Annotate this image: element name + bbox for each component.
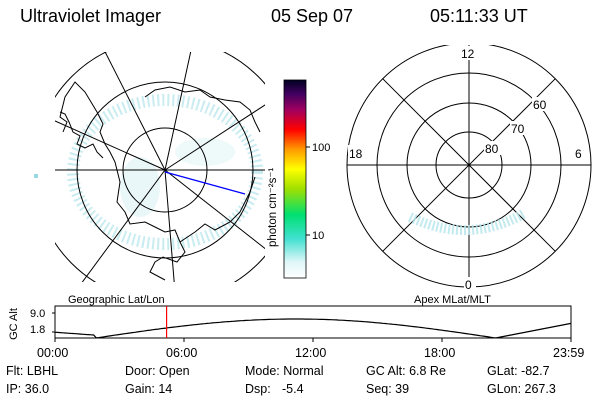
- mlt-label-12: 12: [461, 47, 475, 61]
- coastline: [144, 86, 261, 133]
- gc-alt-info: GC Alt: 6.8 Re: [366, 364, 446, 378]
- x-tick-1: 06:00: [166, 346, 198, 360]
- app-title: Ultraviolet Imager: [20, 6, 162, 26]
- glon-info: GLon: 267.3: [487, 382, 556, 396]
- date-label: 05 Sep 07: [271, 6, 354, 26]
- polar-mlat-mlt-panel: 18 6 12 0 60 70 80: [346, 45, 592, 292]
- coastline: [59, 81, 256, 281]
- latitude-circle: [55, 52, 265, 282]
- colorbar-tick-label: 10: [312, 230, 324, 242]
- colorbar-gradient: [283, 79, 307, 279]
- colorbar: 100 10 photon cm⁻²s⁻¹: [267, 79, 330, 279]
- mlat-label-80: 80: [485, 142, 499, 156]
- meridian-line: [164, 52, 192, 171]
- x-tick-0: 00:00: [37, 346, 69, 360]
- apex-label: Apex MLat/MLT: [414, 294, 491, 306]
- geographic-map-panel: [55, 52, 265, 282]
- ip-info: IP: 36.0: [6, 382, 50, 396]
- dsp-value: -5.4: [282, 382, 304, 396]
- meridian-line: [81, 169, 166, 282]
- blue-meridian-line: [164, 171, 246, 195]
- latitude-circle: [55, 52, 265, 282]
- mlt-line: [382, 78, 556, 252]
- meridian-line: [164, 169, 265, 250]
- alt-tick-high: 9.0: [30, 308, 46, 320]
- x-tick-3: 18:00: [424, 346, 456, 360]
- seq-info: Seq: 39: [366, 382, 410, 396]
- geographic-label: Geographic Lat/Lon: [68, 294, 165, 306]
- aurora-oval-mlat: [407, 208, 528, 235]
- meridian-line: [164, 169, 175, 282]
- alt-tick-low: 1.8: [30, 324, 46, 336]
- mlat-label-60: 60: [533, 98, 547, 112]
- meridian-line: [104, 52, 166, 171]
- aurora-oval-geo: [67, 94, 263, 250]
- dsp-label: Dsp:: [245, 382, 271, 396]
- mlt-label-0: 0: [465, 278, 472, 292]
- gain-info: Gain: 14: [125, 382, 173, 396]
- filter-info: Flt: LBHL: [6, 364, 59, 378]
- mlat-label-70: 70: [511, 122, 525, 136]
- coastline: [59, 111, 104, 159]
- x-tick-2: 12:00: [295, 346, 327, 360]
- colorbar-tick-label: 100: [312, 142, 330, 154]
- mode-info: Mode: Normal: [245, 364, 324, 378]
- orbit-altitude-plot: [52, 305, 572, 342]
- orbit-altitude-curve: [54, 318, 572, 339]
- aurora-speckle: [34, 174, 38, 178]
- colorbar-label: photon cm⁻²s⁻¹: [267, 168, 279, 247]
- meridian-line: [55, 120, 166, 171]
- glat-info: GLat: -82.7: [487, 364, 550, 378]
- meridian-line: [164, 104, 265, 171]
- mlt-label-6: 6: [575, 147, 582, 161]
- mlt-label-18: 18: [349, 147, 363, 161]
- door-info: Door: Open: [125, 364, 190, 378]
- x-tick-4: 23:59: [553, 346, 585, 360]
- time-label: 05:11:33 UT: [430, 6, 528, 26]
